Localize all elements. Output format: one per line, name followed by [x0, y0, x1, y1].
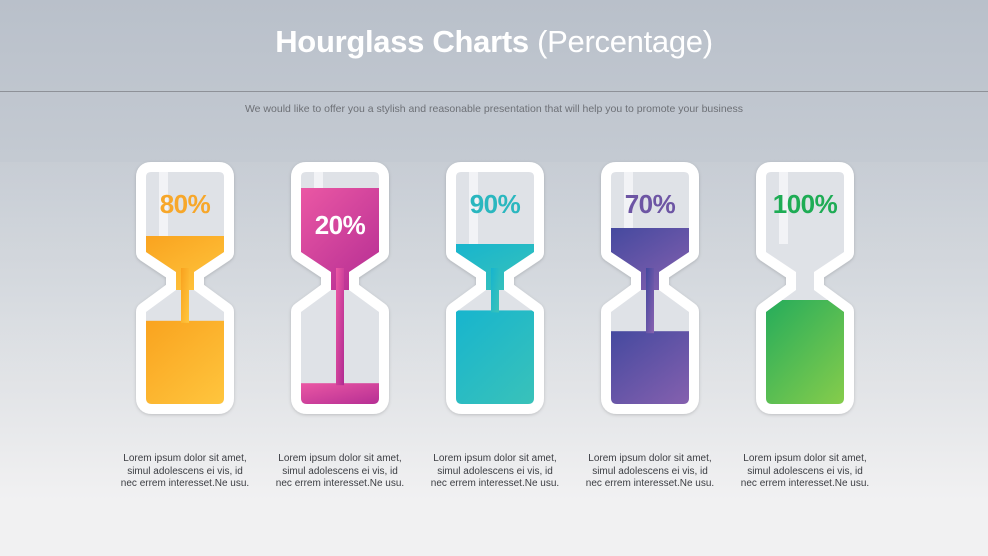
hourglass-1-percentage: 80% [159, 189, 211, 219]
hourglass-2-percentage: 20% [314, 210, 366, 240]
bottom-sand [146, 320, 224, 404]
glass-highlight [159, 172, 168, 244]
glass-highlight [779, 172, 788, 244]
hourglass-5: 100% [755, 160, 855, 416]
hourglass-4: 70% [600, 160, 700, 416]
hourglass-1-description: Lorem ipsum dolor sit amet, simul adoles… [120, 453, 250, 490]
page-title: Hourglass Charts (Percentage) [0, 22, 988, 62]
hourglass-graphic [601, 162, 699, 414]
hourglass-1: 80% [135, 160, 235, 416]
hourglass-graphic [756, 162, 854, 414]
page-subtitle: We would like to offer you a stylish and… [244, 103, 744, 115]
glass-highlight [469, 172, 478, 244]
hourglass-graphic [291, 162, 389, 414]
hourglass-3-description: Lorem ipsum dolor sit amet, simul adoles… [430, 453, 560, 490]
bottom-sand [301, 383, 379, 404]
sand-stream [646, 268, 654, 334]
hourglass-graphic [136, 162, 234, 414]
hourglass-5-description: Lorem ipsum dolor sit amet, simul adoles… [740, 453, 870, 490]
title-bold: Hourglass Charts [275, 24, 529, 59]
hourglass-3: 90% [445, 160, 545, 416]
hourglass-2: 20% [290, 160, 390, 416]
sand-stream [491, 268, 499, 313]
header-divider [0, 91, 988, 92]
sand-stream [336, 268, 344, 386]
hourglass-5-percentage: 100% [772, 189, 838, 219]
sand-stream [181, 268, 189, 323]
hourglass-4-description: Lorem ipsum dolor sit amet, simul adoles… [585, 453, 715, 490]
hourglass-2-description: Lorem ipsum dolor sit amet, simul adoles… [275, 453, 405, 490]
bottom-sand [766, 300, 844, 404]
hourglass-3-percentage: 90% [469, 189, 521, 219]
bottom-sand [611, 331, 689, 404]
bottom-sand [456, 310, 534, 404]
title-light: (Percentage) [537, 24, 713, 59]
hourglass-4-percentage: 70% [624, 189, 676, 219]
hourglass-graphic [446, 162, 544, 414]
glass-highlight [624, 172, 633, 244]
